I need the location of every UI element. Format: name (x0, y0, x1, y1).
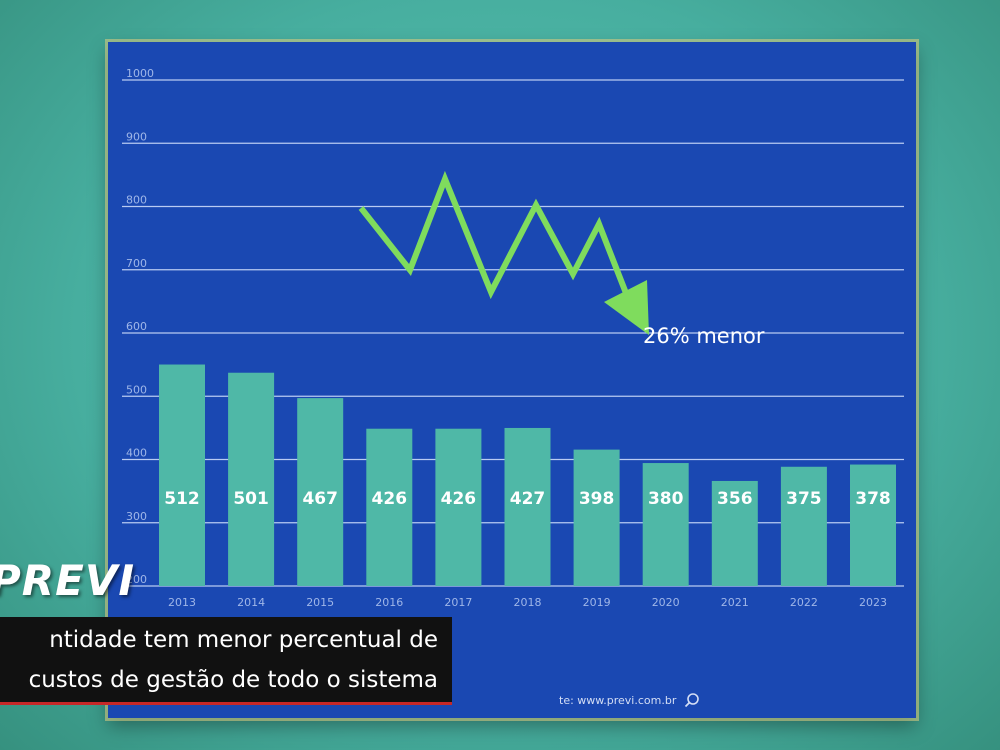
x-tick-label: 2014 (237, 596, 265, 609)
source-credit: te: www.previ.com.br (559, 692, 700, 708)
y-tick-label: 600 (126, 320, 147, 333)
bar-value-label: 426 (441, 489, 477, 509)
x-tick-label: 2018 (514, 596, 542, 609)
y-tick-label: 700 (126, 257, 147, 270)
x-tick-label: 2019 (583, 596, 611, 609)
bar (711, 480, 758, 586)
bar-value-label: 375 (786, 489, 822, 509)
bars: 512 501 467 426 426 427 398 380 356 375 378 (159, 364, 896, 586)
bar (228, 372, 275, 586)
x-axis-ticks: 2013 2014 2015 2016 2017 2018 2019 2020 2021 2022… (168, 596, 887, 609)
bar (850, 464, 896, 586)
brand-logo: PREVI (0, 556, 135, 605)
news-caption: ntidade tem menor percentual de custos d… (0, 617, 452, 705)
x-tick-label: 2023 (859, 596, 887, 609)
x-tick-label: 2013 (168, 596, 196, 609)
x-tick-label: 2022 (790, 596, 818, 609)
search-icon (685, 693, 700, 708)
x-tick-label: 2017 (444, 596, 472, 609)
y-tick-label: 800 (126, 194, 147, 207)
bar (366, 428, 413, 586)
chart-board: 1000 900 800 700 600 500 400 300 200 512 501 467 42… (108, 42, 916, 718)
annotation-label: 26% menor (643, 324, 765, 348)
trend-arrow-head (604, 280, 649, 335)
y-tick-label: 900 (126, 130, 147, 143)
bar (642, 463, 689, 586)
bar (504, 427, 551, 586)
bar-value-label: 378 (855, 489, 891, 509)
caption-line-1: ntidade tem menor percentual de (49, 627, 438, 653)
bar-value-label: 398 (579, 489, 615, 509)
x-tick-label: 2015 (306, 596, 334, 609)
bar-value-label: 427 (510, 489, 546, 509)
bar-chart: 1000 900 800 700 600 500 400 300 200 512 501 467 42… (122, 67, 904, 609)
y-tick-label: 1000 (126, 67, 154, 80)
trend-arrow-line (358, 170, 634, 308)
y-tick-label: 200 (126, 573, 147, 586)
x-tick-label: 2020 (652, 596, 680, 609)
y-tick-label: 500 (126, 383, 147, 396)
bar-value-label: 512 (164, 489, 200, 509)
bar (159, 364, 205, 586)
caption-line-2: custos de gestão de todo o sistema (28, 667, 438, 693)
y-tick-label: 300 (126, 510, 147, 523)
bar (780, 466, 827, 586)
x-tick-label: 2021 (721, 596, 749, 609)
bar-value-label: 467 (302, 489, 338, 509)
bar-value-label: 356 (717, 489, 753, 509)
trend-arrow (358, 170, 649, 335)
bar (573, 449, 620, 586)
x-tick-label: 2016 (375, 596, 403, 609)
bar (435, 428, 482, 586)
bar-value-label: 426 (372, 489, 408, 509)
source-text: te: www.previ.com.br (559, 693, 677, 707)
y-axis-ticks: 1000 900 800 700 600 500 400 300 200 (126, 67, 154, 586)
bar (297, 398, 344, 586)
bar-value-label: 380 (648, 489, 684, 509)
bar-value-label: 501 (233, 489, 269, 509)
y-tick-label: 400 (126, 447, 147, 460)
